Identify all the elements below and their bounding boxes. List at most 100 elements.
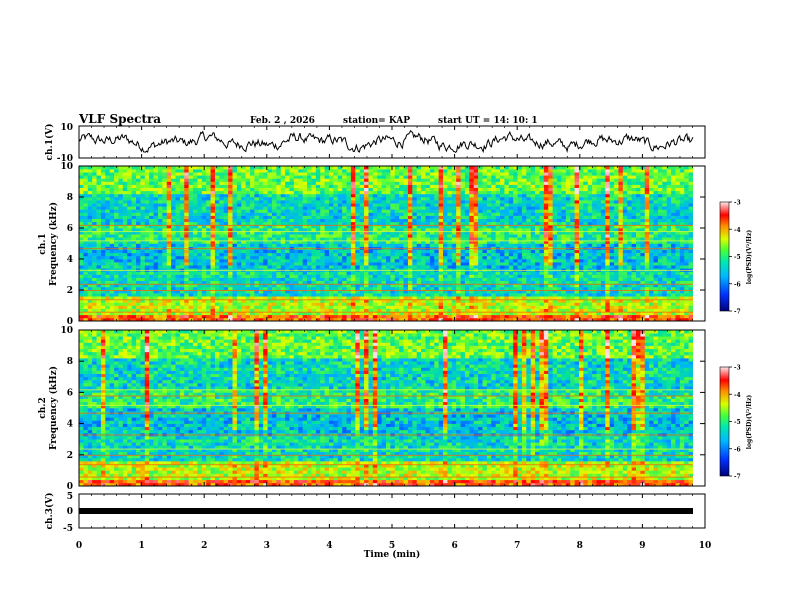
- spectrogram-cell: [653, 259, 659, 263]
- spectrogram-cell: [517, 221, 523, 226]
- spectrogram-cell: [201, 234, 207, 238]
- spectrogram-cell: [201, 311, 207, 316]
- spectrogram-cell: [486, 231, 492, 235]
- spectrogram-cell: [320, 240, 325, 244]
- spectrogram-cell: [254, 255, 260, 260]
- spectrogram-cell: [315, 215, 321, 219]
- spectrogram-cell: [460, 212, 466, 216]
- spectrogram-cell: [96, 311, 102, 316]
- spectrogram-cell: [513, 221, 518, 226]
- spectrogram-cell: [622, 311, 628, 316]
- spectrogram-cell: [394, 277, 400, 281]
- spectrogram-cell: [460, 286, 466, 291]
- spectrogram-cell: [473, 234, 479, 238]
- spectrogram-cell: [649, 255, 654, 260]
- spectrogram-cell: [390, 265, 396, 269]
- spectrogram-cell: [552, 215, 558, 219]
- spectrogram-cell: [276, 314, 282, 319]
- spectrogram-cell: [267, 286, 273, 291]
- spectrogram-cell: [92, 311, 97, 316]
- spectrogram-cell: [609, 311, 615, 316]
- spectrogram-cell: [561, 240, 567, 244]
- spectrogram-cell: [631, 311, 637, 316]
- spectrogram-cell: [666, 299, 672, 303]
- spectrogram-cell: [635, 293, 641, 297]
- spectrogram-cell: [302, 274, 308, 278]
- spectrogram-cell: [640, 234, 646, 238]
- spectrogram-cell: [416, 302, 422, 306]
- spectrogram-cell: [350, 302, 356, 306]
- spectrogram-cell: [653, 240, 659, 244]
- spectrogram-cell: [210, 259, 216, 263]
- spectrogram-cell: [166, 262, 172, 266]
- spectrogram-cell: [100, 262, 106, 266]
- spectrogram-cell: [557, 249, 562, 254]
- spectrogram-cell: [201, 252, 207, 257]
- spectrogram-cell: [219, 280, 225, 285]
- spectrogram-cell: [136, 224, 141, 229]
- spectrogram-cell: [416, 280, 422, 285]
- spectrogram-cell: [600, 215, 606, 219]
- spectrogram-cell: [412, 317, 417, 322]
- spectrogram-cell: [105, 243, 110, 247]
- spectrogram-cell: [219, 212, 225, 216]
- spectrogram-cell: [83, 249, 89, 254]
- spectrogram-cell: [504, 305, 510, 309]
- spectrogram-cell: [324, 212, 330, 216]
- spectrogram-cell: [394, 243, 400, 247]
- spectrogram-cell: [412, 209, 417, 213]
- spectrogram-cell: [443, 290, 448, 294]
- spectrogram-cell: [241, 265, 246, 269]
- spectrogram-cell: [587, 243, 593, 247]
- spectrogram-cell: [201, 286, 207, 291]
- spectrogram-cell: [223, 259, 229, 263]
- spectrogram-cell: [311, 290, 317, 294]
- spectrogram-cell: [328, 237, 334, 241]
- spectrogram-cell: [412, 265, 417, 269]
- spectrogram-cell: [92, 274, 97, 278]
- spectrogram-cell: [451, 277, 457, 281]
- spectrogram-cell: [162, 255, 168, 260]
- spectrogram-cell: [188, 280, 194, 285]
- spectrogram-cell: [526, 274, 532, 278]
- spectrogram-cell: [631, 274, 637, 278]
- spectrogram-cell: [578, 259, 584, 263]
- spectrogram-cell: [346, 224, 352, 229]
- spectrogram-cell: [342, 317, 347, 322]
- spectrogram-cell: [355, 262, 360, 266]
- spectrogram-cell: [618, 299, 624, 303]
- spectrogram-cell: [214, 296, 220, 300]
- spectrogram-cell: [631, 283, 637, 288]
- spectrogram-cell: [241, 314, 246, 319]
- spectrogram-cell: [355, 252, 360, 257]
- spectrogram-cell: [403, 218, 409, 223]
- spectrogram-cell: [307, 277, 312, 281]
- spectrogram-cell: [491, 262, 496, 266]
- spectrogram-cell: [451, 215, 457, 219]
- spectrogram-cell: [386, 271, 391, 275]
- spectrogram-cell: [368, 314, 374, 319]
- spectrogram-cell: [622, 259, 628, 263]
- spectrogram-cell: [565, 215, 571, 219]
- spectrogram-cell: [649, 317, 654, 322]
- spectrogram-cell: [87, 262, 93, 266]
- spectrogram-cell: [197, 231, 203, 235]
- spectrogram-cell: [350, 308, 356, 312]
- spectrogram-cell: [372, 317, 378, 322]
- spectrogram-cell: [333, 259, 339, 263]
- spectrogram-cell: [241, 262, 246, 266]
- spectrogram-cell: [565, 255, 571, 260]
- spectrogram-cell: [377, 224, 382, 229]
- spectrogram-cell: [675, 228, 681, 232]
- spectrogram-cell: [96, 212, 102, 216]
- spectrogram-cell: [482, 271, 488, 275]
- spectrogram-cell: [671, 259, 676, 263]
- spectrogram-cell: [464, 234, 470, 238]
- spectrogram-cell: [285, 302, 290, 306]
- spectrogram-cell: [526, 243, 532, 247]
- spectrogram-cell: [521, 317, 527, 322]
- spectrogram-cell: [530, 308, 536, 312]
- spectrogram-cell: [245, 252, 251, 257]
- spectrogram-cell: [517, 265, 523, 269]
- spectrogram-cell: [118, 259, 124, 263]
